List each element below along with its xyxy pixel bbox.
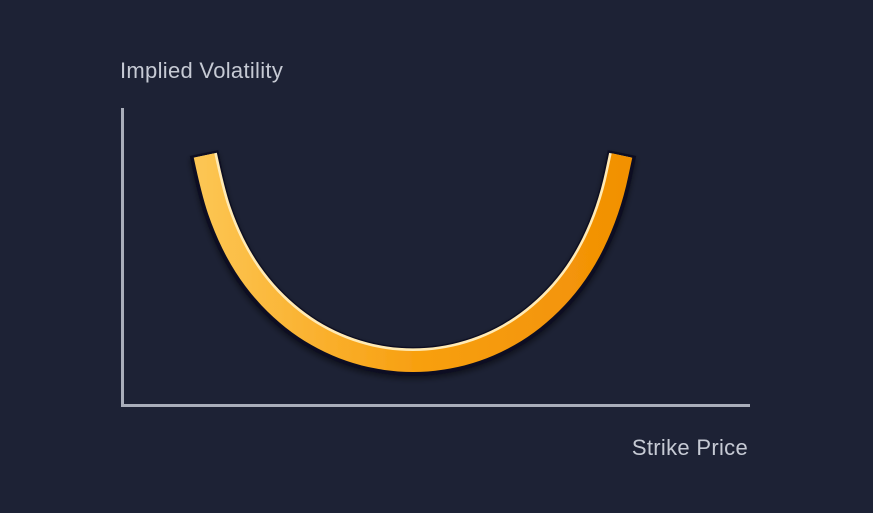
smile-curve-outline bbox=[189, 150, 637, 376]
smile-curve-highlight bbox=[194, 152, 632, 372]
y-axis-label: Implied Volatility bbox=[120, 58, 284, 83]
x-axis-label: Strike Price bbox=[631, 435, 748, 460]
smile-curve bbox=[189, 150, 637, 376]
smile-curve-main bbox=[193, 153, 633, 372]
